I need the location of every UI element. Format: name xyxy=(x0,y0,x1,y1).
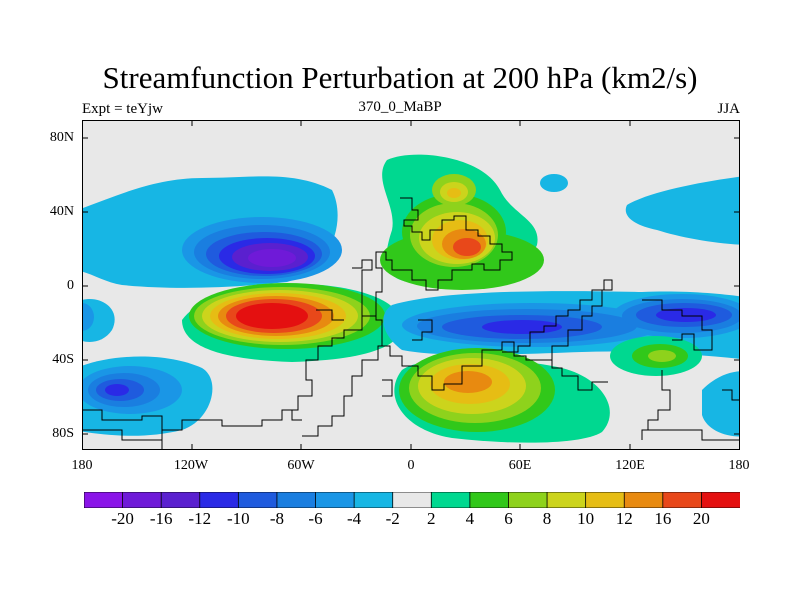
colorbar-label: 6 xyxy=(504,509,513,528)
colorbar-swatch xyxy=(469,492,510,508)
y-tick-label: 80N xyxy=(49,130,74,145)
contour-blob-positive-west xyxy=(182,283,402,362)
colorbar-swatch xyxy=(585,492,626,508)
colorbar-label: 16 xyxy=(654,509,672,528)
colorbar-label: 2 xyxy=(427,509,436,528)
x-tick-label: 120W xyxy=(173,458,209,473)
colorbar-swatch xyxy=(392,492,433,508)
colorbar-label: -8 xyxy=(269,509,285,528)
colorbar-label: -20 xyxy=(111,509,134,528)
coastlines xyxy=(82,197,740,450)
colorbar-swatch xyxy=(623,492,664,508)
colorbar-label: -10 xyxy=(227,509,250,528)
y-tick-label: 0 xyxy=(67,278,74,293)
colorbar-label: 8 xyxy=(542,509,552,528)
colorbar-swatch xyxy=(430,492,471,508)
colorbar-label: -16 xyxy=(149,509,173,528)
contour-blob-negative-south xyxy=(82,356,740,437)
contour-blob-positive-south xyxy=(394,336,702,443)
colorbar-swatch xyxy=(508,492,548,508)
y-tick-label: 40N xyxy=(49,204,74,219)
streamfunction-map xyxy=(82,120,740,450)
season-label: JJA xyxy=(717,101,740,117)
x-tick-label: 120E xyxy=(615,458,645,473)
chart-title: Streamfunction Perturbation at 200 hPa (… xyxy=(102,60,698,95)
colorbar-swatch xyxy=(662,492,703,508)
colorbar-swatch xyxy=(276,492,317,508)
colorbar-swatch xyxy=(199,492,240,508)
colorbar-label: -6 xyxy=(308,509,323,528)
contour-blob-positive-north xyxy=(380,154,568,290)
colorbar-label: -12 xyxy=(188,509,212,528)
colorbar-label: -4 xyxy=(347,509,362,528)
colorbar-label: 20 xyxy=(692,509,710,528)
colorbar-swatch xyxy=(353,492,394,508)
colorbar-swatch xyxy=(546,492,587,508)
colorbar-swatch xyxy=(84,492,124,508)
y-tick-label: 40S xyxy=(52,352,74,367)
colorbar-label: 12 xyxy=(615,509,633,528)
map-frame xyxy=(82,120,740,450)
colorbar-swatch xyxy=(315,492,356,508)
colorbar-swatch xyxy=(237,492,278,508)
x-tick-label: 60E xyxy=(508,458,532,473)
colorbar-swatch xyxy=(122,492,163,508)
x-tick-label: 60W xyxy=(287,458,315,473)
colorbar xyxy=(84,492,740,508)
colorbar-label: -2 xyxy=(385,509,400,528)
colorbar-label: 10 xyxy=(577,509,595,528)
colorbar-label: 4 xyxy=(465,509,475,528)
case-label: 370_0_MaBP xyxy=(358,99,442,115)
experiment-label: Expt = teYjw xyxy=(82,101,163,117)
y-tick-label: 80S xyxy=(52,426,74,441)
colorbar-swatch xyxy=(160,492,201,508)
x-tick-label: 0 xyxy=(407,458,415,473)
x-tick-label: 180 xyxy=(728,458,750,473)
contour-blob-negative-west xyxy=(82,176,342,288)
x-tick-label: 180 xyxy=(71,458,93,473)
colorbar-swatch xyxy=(701,492,740,508)
